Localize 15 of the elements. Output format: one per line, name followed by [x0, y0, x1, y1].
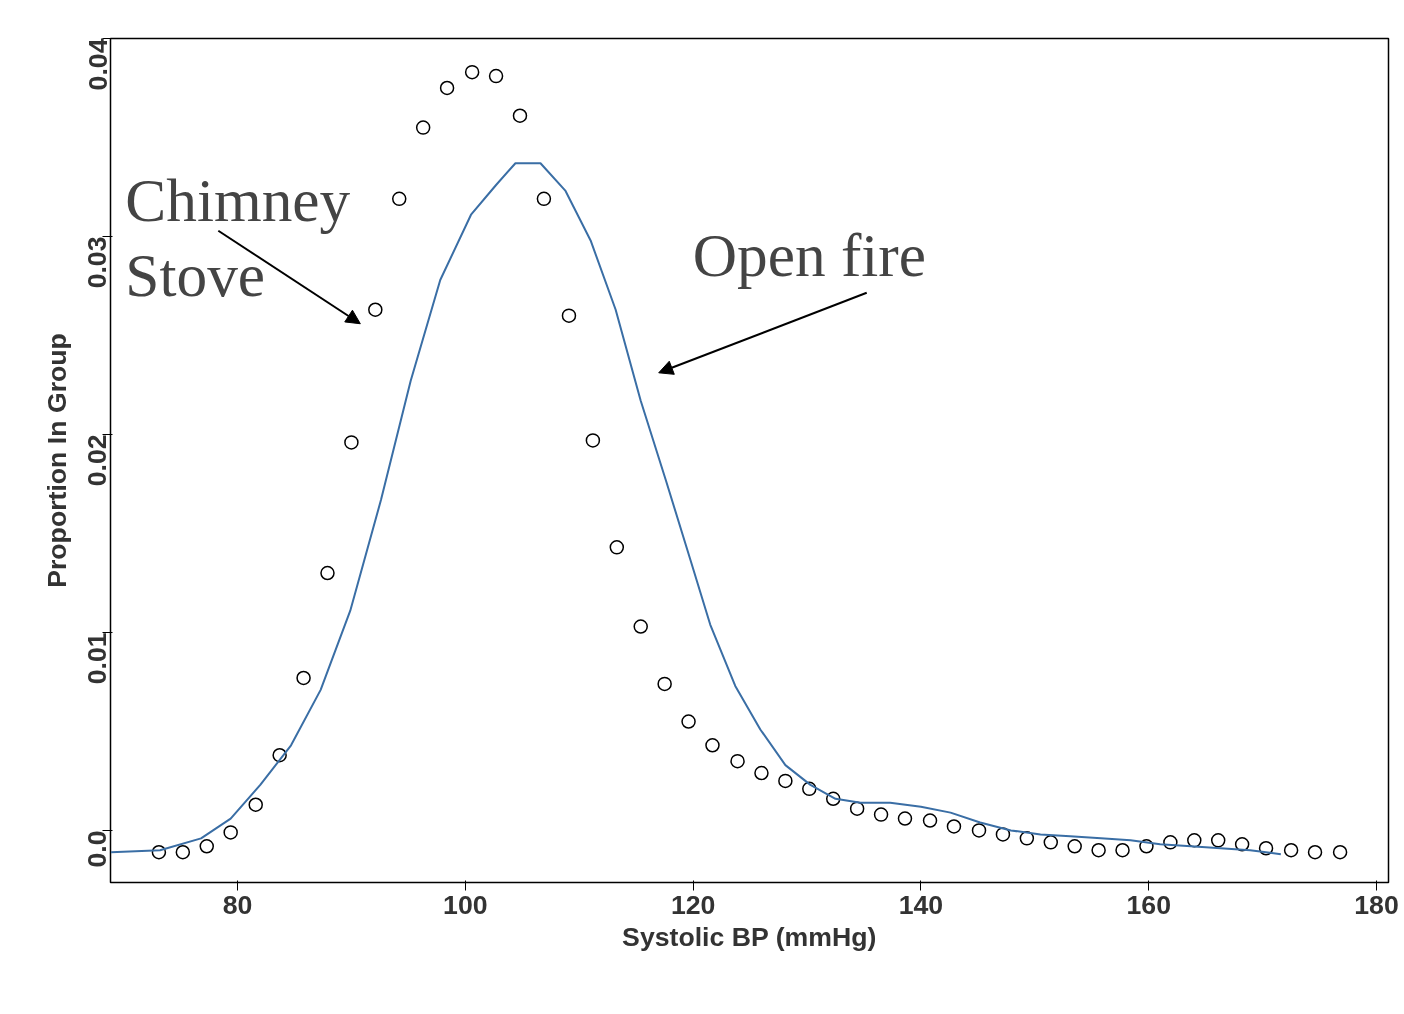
y-tick-label: 0.0 [82, 830, 113, 868]
y-tick-label: 0.01 [82, 632, 113, 685]
x-tick-label: 160 [1126, 889, 1171, 920]
y-axis-title: Proportion In Group [41, 333, 72, 588]
annotation: Open fire [692, 220, 926, 289]
y-tick-label: 0.02 [82, 434, 113, 487]
x-axis-title: Systolic BP (mmHg) [622, 921, 877, 952]
x-tick-label: 100 [443, 889, 488, 920]
annotation: Chimney Stove [125, 165, 351, 309]
x-tick-label: 140 [898, 889, 944, 920]
x-tick-label: 80 [222, 889, 253, 920]
x-tick-label: 120 [670, 889, 716, 920]
y-tick-label: 0.04 [82, 38, 113, 91]
y-tick-label: 0.03 [82, 236, 113, 289]
x-tick-label: 180 [1354, 889, 1399, 920]
